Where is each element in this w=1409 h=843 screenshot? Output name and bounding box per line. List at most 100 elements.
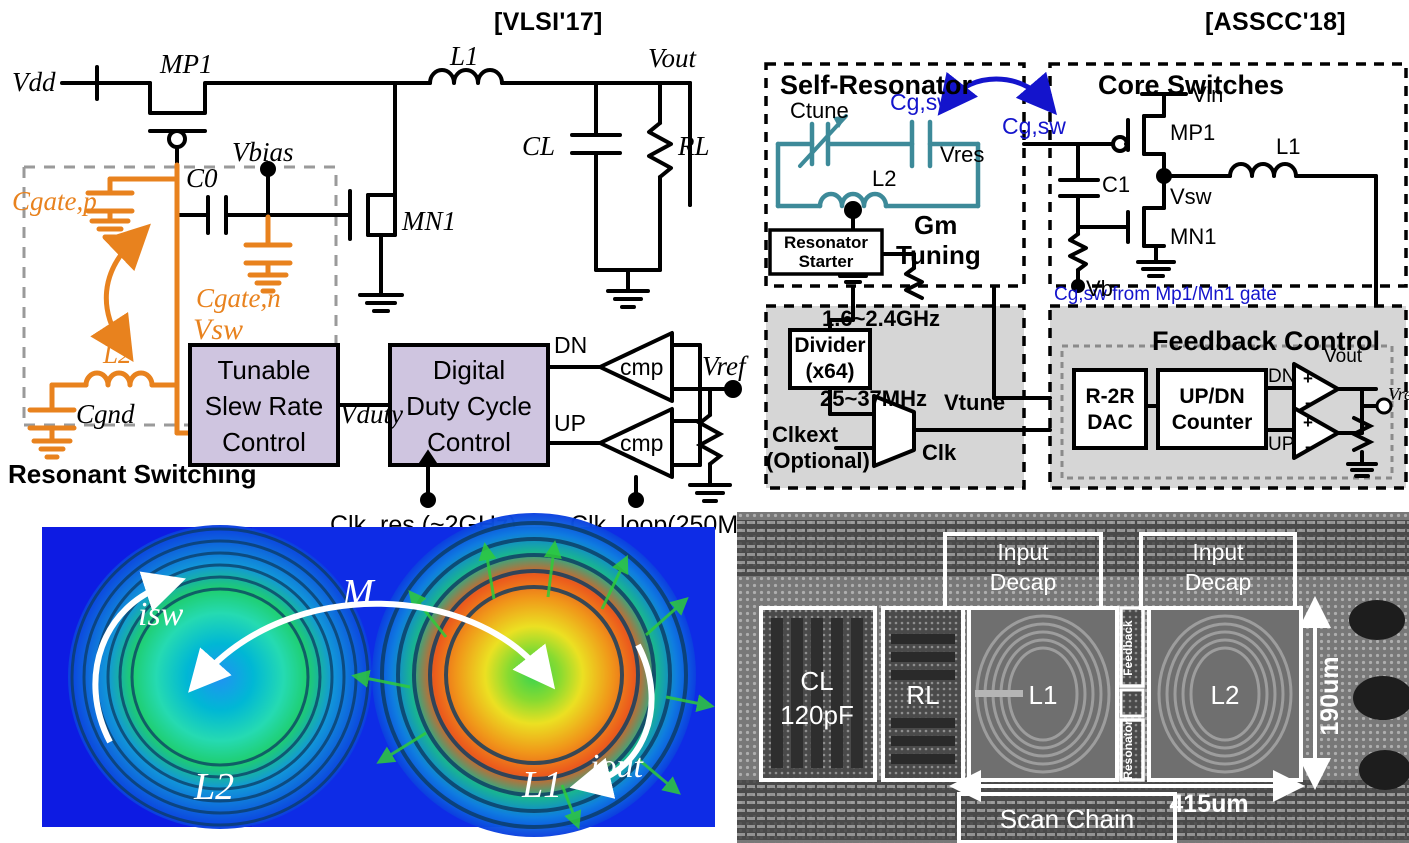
- divider-block: [788, 328, 872, 390]
- die-label-l2: L2: [1211, 680, 1240, 710]
- label-mp1-core: MP1: [1170, 120, 1215, 145]
- label-dn-fb: DN: [1268, 366, 1295, 387]
- die-label-rl: RL: [906, 680, 939, 710]
- label-vref-fb: Vref: [1388, 384, 1409, 404]
- label-cl: CL: [522, 131, 555, 161]
- label-clk: Clk: [922, 440, 957, 465]
- label-up: UP: [554, 410, 586, 436]
- current-arc-iout: [569, 643, 655, 799]
- label-tuning: Tuning: [896, 240, 981, 270]
- duty-block-line2: Duty Cycle: [406, 391, 532, 421]
- die-label-decap1-line1: Input: [997, 539, 1049, 565]
- label-vout-fb: Vout: [1324, 346, 1363, 367]
- label-up-fb: UP: [1268, 434, 1294, 455]
- label-divider-line1: Divider: [794, 334, 865, 357]
- cmp-top-plus: +: [1303, 369, 1313, 388]
- label-cgate-n: Cgate,n: [196, 283, 281, 313]
- label-cgsw-left: Cg,sw: [890, 89, 954, 115]
- label-dac-line1: R-2R: [1085, 385, 1134, 408]
- label-mn1: MN1: [401, 206, 456, 236]
- die-block-input-decap-2: [1139, 532, 1297, 610]
- label-vout: Vout: [648, 43, 698, 73]
- label-vb: Vb: [1086, 276, 1113, 301]
- label-cgnd: Cgnd: [76, 399, 135, 429]
- resonant-switching-title: Resonant Switching: [8, 459, 256, 489]
- label-cgsw-note: Cg,sw from Mp1/Mn1 gate: [1054, 284, 1277, 305]
- em-label-m: M: [341, 572, 376, 614]
- resonator-starter-block: [768, 228, 884, 276]
- cmp-bot-plus: +: [1303, 413, 1313, 432]
- die-label-decap2-line1: Input: [1192, 539, 1244, 565]
- label-cmp-top: cmp: [620, 354, 663, 380]
- label-l1-core: L1: [1276, 134, 1300, 159]
- vlsi17-schematic: Vdd MP1 L1 Vout CL RL C0 Vbias MN1 Cgate…: [0, 41, 749, 539]
- label-freq-out: 25~37MHz: [820, 386, 927, 411]
- cmp-top-minus: -: [1305, 393, 1311, 412]
- label-vtune: Vtune: [944, 390, 1005, 415]
- label-divider-line2: (x64): [805, 360, 854, 383]
- em-label-iout: iout: [590, 748, 644, 785]
- label-vref: Vref: [702, 351, 749, 381]
- die-label-scan-chain: Scan Chain: [1000, 804, 1134, 834]
- mutual-coupling-arc-m: [188, 600, 556, 693]
- die-label-feedback: Feedback: [1121, 620, 1135, 676]
- label-counter-line2: Counter: [1172, 411, 1253, 434]
- label-rl: RL: [677, 131, 710, 161]
- die-block-feedback: [1119, 606, 1145, 688]
- label-cgate-p: Cgate,p: [12, 186, 97, 216]
- die-label-width: 415um: [1169, 790, 1248, 818]
- label-l1: L1: [449, 41, 479, 71]
- title-self-resonator: Self-Resonator: [780, 70, 973, 100]
- citation-vlsi17: [VLSI'17]: [494, 8, 603, 36]
- block-digital-duty-cycle-control: [388, 343, 550, 467]
- slew-block-line2: Slew Rate: [205, 391, 324, 421]
- die-label-decap2-line2: Decap: [1185, 569, 1251, 595]
- die-label-l1: L1: [1029, 680, 1058, 710]
- slew-block-line3: Control: [222, 427, 306, 457]
- label-l2-resonator: L2: [872, 166, 896, 191]
- label-mp1: MP1: [159, 49, 212, 79]
- label-vbias: Vbias: [232, 137, 294, 167]
- label-cgsw-right: Cg,sw: [1002, 113, 1066, 139]
- em-label-isw: isw: [138, 596, 184, 633]
- em-label-l1: L1: [521, 764, 562, 806]
- cgsw-coupling-arrow: [937, 71, 1058, 116]
- title-feedback-control: Feedback Control: [1152, 326, 1380, 356]
- label-resonator-starter-line1: Resonator: [784, 233, 868, 252]
- duty-block-line3: Control: [427, 427, 511, 457]
- label-l2: L2: [102, 339, 132, 369]
- label-clk-ext-optional: (Optional): [766, 448, 870, 473]
- current-arc-isw: [92, 571, 186, 744]
- updn-counter-block: [1156, 368, 1268, 450]
- die-label-height: 190um: [1316, 656, 1344, 735]
- duty-block-line1: Digital: [433, 355, 505, 385]
- asscc18-diagram: Self-Resonator Core Switches Feedback Co…: [762, 58, 1409, 496]
- die-label-decap1-line2: Decap: [990, 569, 1056, 595]
- die-label-cl: CL: [800, 666, 833, 696]
- label-freq-in: 1.6~2.4GHz: [822, 306, 940, 331]
- slew-block-line1: Tunable: [218, 355, 311, 385]
- label-vres: Vres: [940, 142, 984, 167]
- label-c0: C0: [186, 163, 218, 193]
- label-counter-line1: UP/DN: [1179, 385, 1244, 408]
- label-clk-ext: Clkext: [772, 422, 839, 447]
- label-vduty: Vduty: [340, 399, 403, 429]
- r2r-dac-block: [1072, 368, 1148, 450]
- die-label-cl-value: 120pF: [780, 700, 854, 730]
- em-simulation-panel: isw iout M L1 L2: [42, 513, 715, 837]
- citation-asscc18: [ASSCC'18]: [1205, 8, 1346, 36]
- label-cmp-bot: cmp: [620, 430, 663, 456]
- label-ctune: Ctune: [790, 98, 849, 123]
- label-mn1-core: MN1: [1170, 224, 1216, 249]
- cmp-bot-minus: -: [1305, 437, 1311, 456]
- label-vsw-core: Vsw: [1170, 184, 1212, 209]
- label-resonator-starter-line2: Starter: [799, 252, 854, 271]
- label-vin: Vin: [1192, 82, 1223, 107]
- em-label-l2: L2: [193, 766, 234, 808]
- label-c1: C1: [1102, 172, 1130, 197]
- die-photo-panel: Input Decap Input Decap CL 120pF RL L1 L…: [737, 512, 1409, 843]
- label-vsw: Vsw: [193, 313, 243, 346]
- die-block-input-decap-1: [943, 532, 1103, 610]
- label-gm: Gm: [914, 210, 957, 240]
- label-vdd: Vdd: [12, 67, 56, 97]
